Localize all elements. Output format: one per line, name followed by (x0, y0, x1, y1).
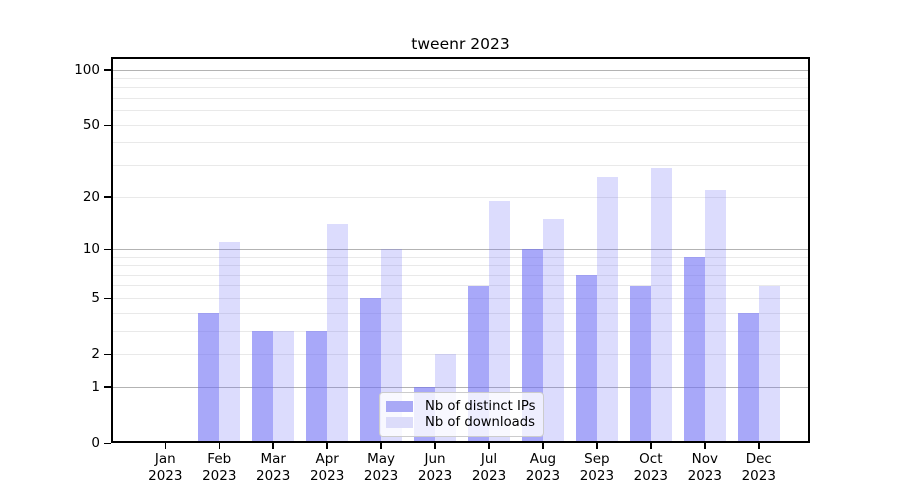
gridline-minor (113, 165, 808, 167)
chart-title: tweenr 2023 (411, 35, 510, 53)
legend-row-downloads: Nb of downloads (386, 415, 536, 430)
x-tick-label: Apr 2023 (309, 451, 345, 484)
x-tick-label: Mar 2023 (256, 451, 291, 484)
x-tick-mark (272, 443, 274, 449)
x-tick-mark (704, 443, 706, 449)
gridline-minor (113, 312, 808, 314)
gridline-minor (113, 256, 808, 258)
x-tick-label: Oct 2023 (633, 451, 669, 484)
x-tick-label: Nov 2023 (687, 451, 722, 484)
bar-distinct-ips (629, 285, 651, 443)
gridline-minor (113, 124, 808, 126)
gridline-major (113, 248, 808, 250)
bar-downloads (704, 189, 726, 443)
gridline-minor (113, 330, 808, 332)
legend-swatch-distinct-ips-icon (386, 400, 413, 412)
gridline-minor (113, 297, 808, 299)
y-tick-label: 5 (91, 290, 100, 307)
gridline-minor (113, 78, 808, 80)
bar-downloads (489, 201, 510, 443)
x-tick-label: Feb 2023 (202, 451, 237, 484)
y-tick-label: 20 (82, 189, 100, 206)
y-tick-mark (104, 353, 111, 356)
x-tick-mark (650, 443, 652, 449)
y-tick-mark (104, 124, 111, 127)
y-tick-label: 2 (91, 346, 100, 363)
gridline-minor (113, 265, 808, 267)
y-tick-label: 1 (91, 379, 100, 396)
y-tick-label: 100 (74, 62, 100, 79)
x-tick-mark (542, 443, 544, 449)
bar-downloads (542, 219, 564, 443)
bar-downloads (219, 242, 241, 443)
x-tick-label: Sep 2023 (579, 451, 615, 484)
gridline-minor (113, 110, 808, 112)
legend-row-distinct-ips: Nb of distinct IPs (386, 399, 536, 414)
x-tick-mark (434, 443, 436, 449)
x-tick-label: Aug 2023 (525, 451, 561, 484)
bar-distinct-ips (360, 298, 382, 443)
bar-downloads (327, 224, 349, 443)
legend-label-distinct-ips: Nb of distinct IPs (425, 398, 536, 414)
x-tick-mark (758, 443, 760, 449)
x-tick-mark (596, 443, 598, 449)
gridline-major (113, 69, 808, 71)
y-tick-mark (104, 248, 111, 251)
bar-downloads (596, 176, 618, 443)
bar-distinct-ips (575, 275, 597, 443)
gridline-minor (113, 87, 808, 89)
bar-distinct-ips (306, 331, 328, 443)
bar-downloads (650, 168, 672, 443)
bar-downloads (273, 331, 295, 443)
y-tick-mark (104, 386, 111, 388)
x-tick-label: Jun 2023 (417, 451, 453, 484)
gridline-minor (113, 142, 808, 144)
x-tick-mark (380, 443, 382, 449)
x-tick-label: May 2023 (363, 451, 399, 484)
y-tick-label: 10 (82, 241, 100, 258)
x-tick-mark (488, 443, 490, 449)
x-tick-label: Jul 2023 (471, 451, 507, 484)
bar-distinct-ips (198, 313, 220, 443)
gridline-minor (113, 196, 808, 198)
y-tick-label: 50 (82, 117, 100, 134)
y-tick-label: 0 (91, 435, 100, 452)
bar-distinct-ips (683, 257, 705, 443)
legend-box: Nb of distinct IPs Nb of downloads (379, 392, 544, 437)
bar-distinct-ips (737, 313, 759, 443)
x-tick-mark (326, 443, 328, 449)
gridline-major (113, 386, 808, 388)
y-tick-mark (104, 442, 111, 445)
gridline-minor (113, 285, 808, 287)
gridline-minor (113, 98, 808, 100)
gridline-minor (113, 274, 808, 276)
x-tick-label: Dec 2023 (741, 451, 776, 484)
legend-label-downloads: Nb of downloads (425, 415, 535, 431)
legend-swatch-downloads-icon (386, 417, 413, 429)
gridline-minor (113, 353, 808, 355)
bar-downloads (758, 285, 780, 443)
x-tick-label: Jan 2023 (148, 451, 183, 484)
bar-distinct-ips (252, 331, 274, 443)
y-tick-mark (104, 297, 111, 300)
y-tick-mark (104, 69, 111, 71)
y-tick-mark (104, 196, 111, 198)
x-tick-mark (164, 443, 167, 449)
x-tick-mark (218, 443, 220, 449)
